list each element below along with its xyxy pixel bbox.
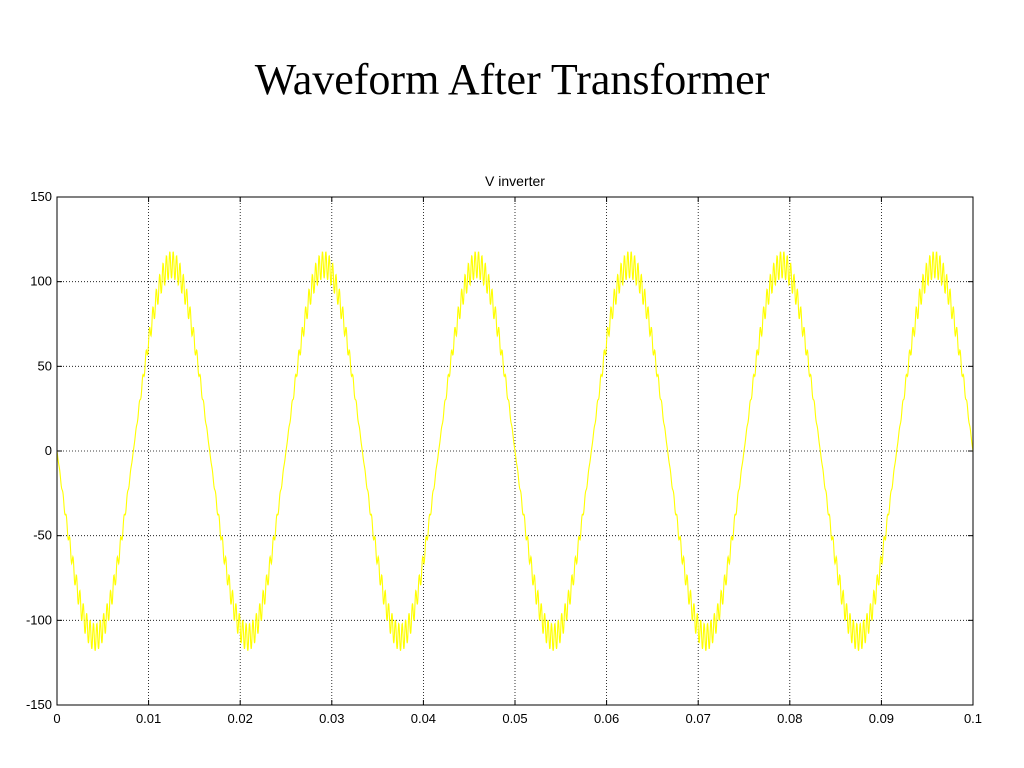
- x-tick-label: 0.07: [686, 711, 711, 726]
- x-tick-label: 0.1: [964, 711, 982, 726]
- x-tick-label: 0.01: [136, 711, 161, 726]
- x-tick-label: 0: [53, 711, 60, 726]
- slide-title: Waveform After Transformer: [254, 55, 770, 104]
- chart-title: V inverter: [485, 173, 545, 189]
- x-tick-label: 0.05: [502, 711, 527, 726]
- y-axis: 150 100 50 0 -50 -100 -150: [26, 189, 973, 712]
- x-axis: 0 0.01 0.02 0.03 0.04 0.05 0.06 0.07 0.08 0.09 0.1: [53, 197, 982, 726]
- y-tick-label: 100: [30, 274, 52, 289]
- x-tick-label: 0.03: [319, 711, 344, 726]
- series-line: [56, 251, 974, 651]
- x-tick-label: 0.08: [777, 711, 802, 726]
- y-tick-label: -100: [26, 612, 52, 627]
- x-tick-label: 0.06: [594, 711, 619, 726]
- x-tick-label: 0.02: [228, 711, 253, 726]
- y-tick-label: 0: [45, 443, 52, 458]
- x-tick-label: 0.09: [869, 711, 894, 726]
- y-tick-label: 50: [38, 358, 52, 373]
- y-tick-label: 150: [30, 189, 52, 204]
- series-group: [56, 251, 974, 651]
- x-tick-label: 0.04: [411, 711, 436, 726]
- y-tick-label: -50: [33, 528, 52, 543]
- plot-frame: [56, 196, 974, 706]
- y-tick-label: -150: [26, 697, 52, 712]
